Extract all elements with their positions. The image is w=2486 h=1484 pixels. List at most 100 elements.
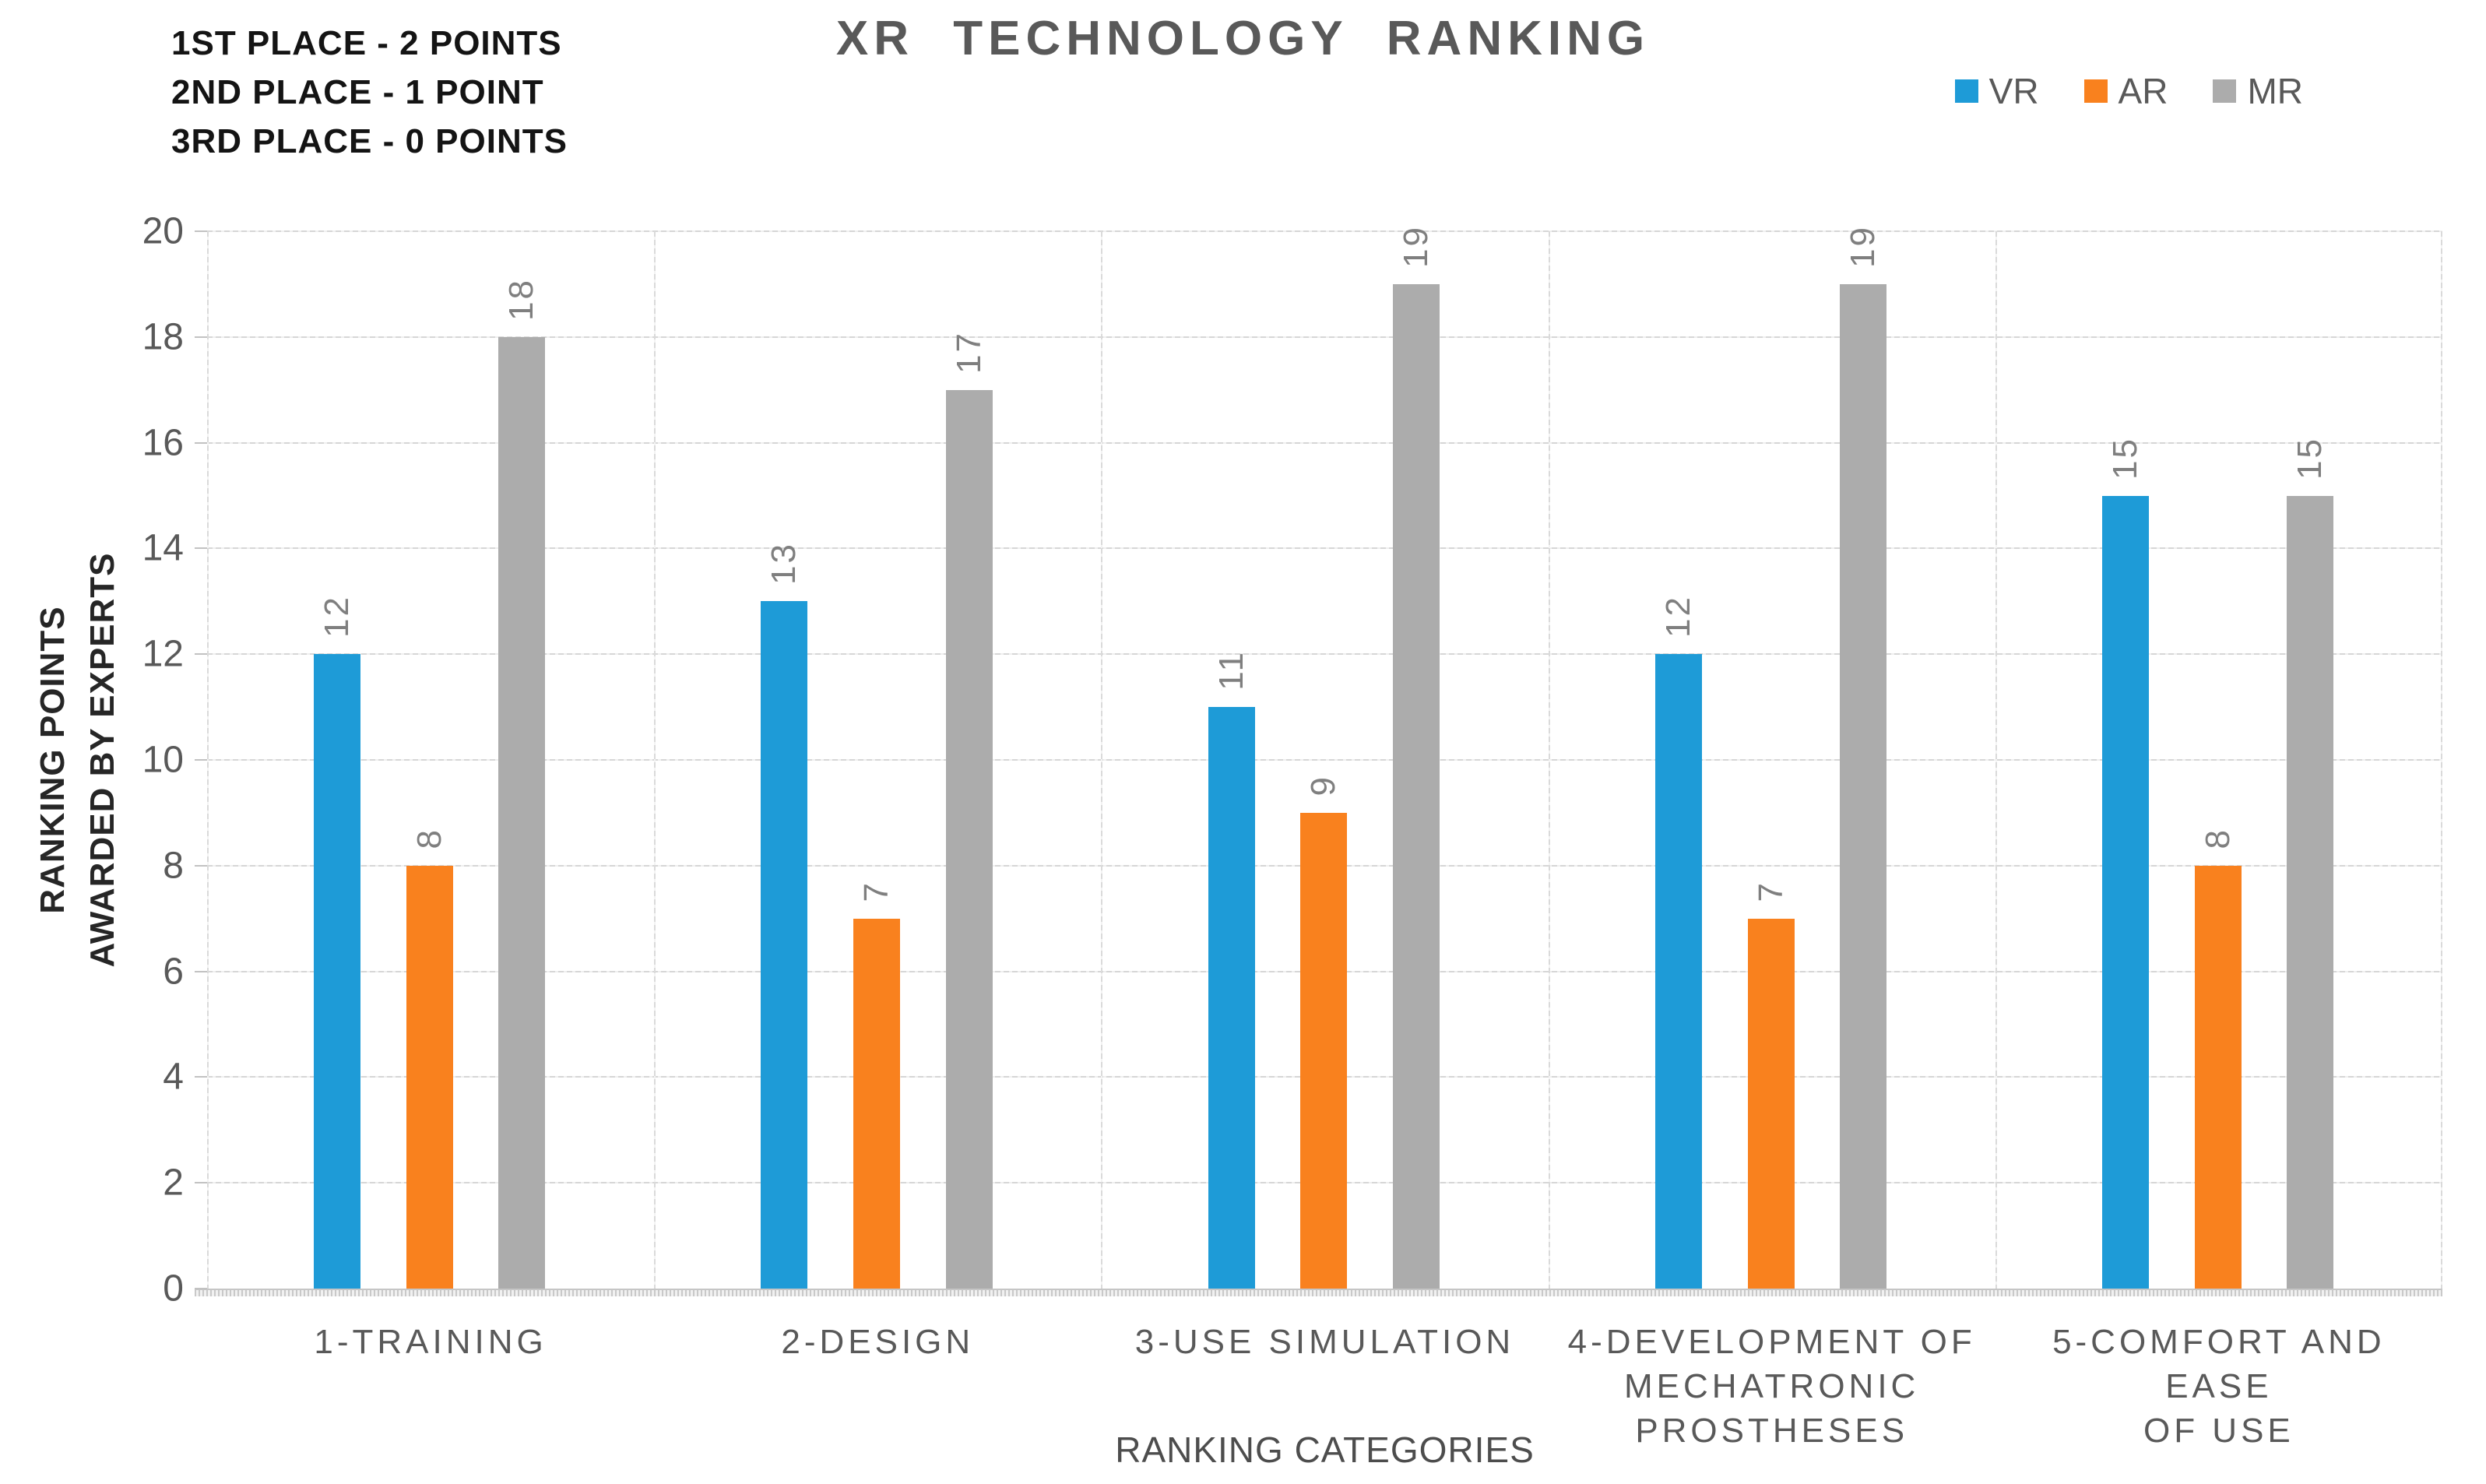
bar-vr bbox=[314, 654, 361, 1289]
bar-value-text: 15 bbox=[2106, 436, 2145, 480]
bar-value-label: 19 bbox=[1844, 225, 1883, 272]
legend-swatch-vr bbox=[1954, 79, 1978, 103]
y-axis-tick bbox=[195, 1288, 207, 1289]
category-label: 3-USE SIMULATION bbox=[1134, 1323, 1515, 1361]
bar-value-text: 12 bbox=[1658, 595, 1697, 638]
bar-mr bbox=[2287, 495, 2334, 1289]
bar-group: 11 9 19 bbox=[1101, 225, 1548, 1289]
bar-value-text: 15 bbox=[2291, 436, 2330, 480]
bar-value-label: 8 bbox=[410, 828, 449, 853]
legend-item-ar[interactable]: AR bbox=[2083, 70, 2168, 112]
bar-vr bbox=[1208, 707, 1255, 1289]
y-tick-label: 20 bbox=[142, 210, 184, 252]
bar-ar bbox=[406, 865, 454, 1289]
y-tick-label: 0 bbox=[163, 1268, 184, 1310]
bar-mr bbox=[1392, 283, 1440, 1289]
y-axis-title-line-1: RANKING POINTS bbox=[33, 606, 72, 914]
bar-vr bbox=[1654, 654, 1702, 1289]
category-label: 4-DEVELOPMENT OF MECHATRONIC PROSTHESES bbox=[1567, 1323, 1976, 1450]
bar-mr bbox=[945, 389, 993, 1289]
scoring-note-line-3: 3RD PLACE - 0 POINTS bbox=[171, 122, 568, 160]
y-tick-label: 18 bbox=[142, 316, 184, 358]
bar-value-label: 12 bbox=[318, 595, 357, 642]
chart-title: XR TECHNOLOGY RANKING bbox=[835, 12, 1651, 65]
category-separator bbox=[2441, 231, 2442, 1289]
category-label: 2-DESIGN bbox=[781, 1323, 975, 1361]
y-axis-tick bbox=[195, 1182, 207, 1184]
y-tick-label: 8 bbox=[163, 845, 184, 887]
y-tick-label: 14 bbox=[142, 527, 184, 569]
y-axis-tick bbox=[195, 336, 207, 338]
y-axis-tick bbox=[195, 653, 207, 656]
bar-value-text: 7 bbox=[857, 881, 896, 902]
y-axis-tick bbox=[195, 547, 207, 550]
gridline bbox=[207, 759, 2442, 761]
y-axis-tick bbox=[195, 864, 207, 867]
y-axis-tick bbox=[195, 1076, 207, 1078]
scoring-note: 1ST PLACE - 2 POINTS 2ND PLACE - 1 POINT… bbox=[171, 19, 568, 166]
gridline bbox=[207, 547, 2442, 550]
category-separator bbox=[654, 231, 656, 1289]
bar-value-label: 9 bbox=[1304, 775, 1343, 800]
bar-value-text: 19 bbox=[1396, 224, 1435, 268]
bar-group: 12 7 19 bbox=[1549, 225, 1995, 1289]
bar-value-text: 9 bbox=[1304, 775, 1343, 797]
category-label: 5-COMFORT AND EASE OF USE bbox=[2052, 1323, 2386, 1450]
gridline bbox=[207, 441, 2442, 444]
bar-value-label: 17 bbox=[950, 331, 989, 378]
bar-value-text: 12 bbox=[318, 595, 357, 638]
scoring-note-line-1: 1ST PLACE - 2 POINTS bbox=[171, 24, 562, 62]
bar-group: 12 8 18 bbox=[207, 231, 654, 1289]
y-axis-line bbox=[207, 231, 209, 1289]
legend: VR AR MR bbox=[1954, 70, 2303, 112]
y-axis-tick bbox=[195, 441, 207, 444]
bar-ar bbox=[853, 918, 901, 1289]
legend-label: VR bbox=[1988, 71, 2039, 111]
bar-group: 15 8 15 bbox=[1995, 231, 2442, 1289]
y-tick-label: 6 bbox=[163, 951, 184, 993]
bar-value-label: 15 bbox=[2291, 437, 2330, 484]
x-axis-line bbox=[195, 1289, 2442, 1296]
gridline bbox=[207, 653, 2442, 656]
category-separator bbox=[1101, 231, 1103, 1289]
bar-value-text: 11 bbox=[1211, 650, 1250, 691]
y-tick-label: 2 bbox=[163, 1162, 184, 1204]
bar-value-text: 8 bbox=[410, 828, 449, 849]
bar-value-label: 7 bbox=[857, 881, 896, 906]
y-axis-title-line-2: AWARDED BY EXPERTS bbox=[83, 552, 121, 968]
bar-ar bbox=[1300, 812, 1348, 1289]
y-axis-tick bbox=[195, 970, 207, 972]
bar-value-label: 8 bbox=[2199, 828, 2238, 853]
bar-value-text: 13 bbox=[765, 542, 803, 586]
category-label: 1-TRAINING bbox=[314, 1323, 547, 1361]
legend-label: MR bbox=[2247, 71, 2303, 111]
bar-value-label: 13 bbox=[765, 542, 803, 589]
bar-value-label: 11 bbox=[1212, 650, 1251, 695]
bar-value-label: 12 bbox=[1659, 595, 1698, 642]
scoring-note-line-2: 2ND PLACE - 1 POINT bbox=[171, 73, 544, 111]
bar-value-label: 18 bbox=[502, 278, 541, 325]
y-tick-label: 10 bbox=[142, 739, 184, 781]
y-axis-tick bbox=[195, 230, 207, 232]
bar-ar bbox=[2194, 865, 2242, 1289]
gridline bbox=[207, 336, 2442, 338]
legend-swatch-ar bbox=[2083, 79, 2108, 103]
bar-value-text: 18 bbox=[502, 277, 541, 321]
y-axis-title: RANKING POINTS AWARDED BY EXPERTS bbox=[28, 231, 128, 1289]
bar-mr bbox=[498, 336, 546, 1289]
y-axis-tick bbox=[195, 759, 207, 761]
legend-item-mr[interactable]: MR bbox=[2213, 70, 2303, 112]
bar-ar bbox=[1747, 918, 1795, 1289]
bar-value-label: 19 bbox=[1397, 225, 1436, 272]
category-separator bbox=[1548, 231, 1550, 1289]
legend-swatch-mr bbox=[2213, 79, 2237, 103]
y-tick-label: 4 bbox=[163, 1056, 184, 1098]
category-separator bbox=[1995, 231, 1997, 1289]
bar-mr bbox=[1839, 283, 1886, 1289]
legend-item-vr[interactable]: VR bbox=[1954, 70, 2039, 112]
bar-vr bbox=[761, 601, 808, 1289]
bar-value-text: 7 bbox=[1751, 881, 1790, 902]
x-axis-title: RANKING CATEGORIES bbox=[1115, 1429, 1535, 1470]
